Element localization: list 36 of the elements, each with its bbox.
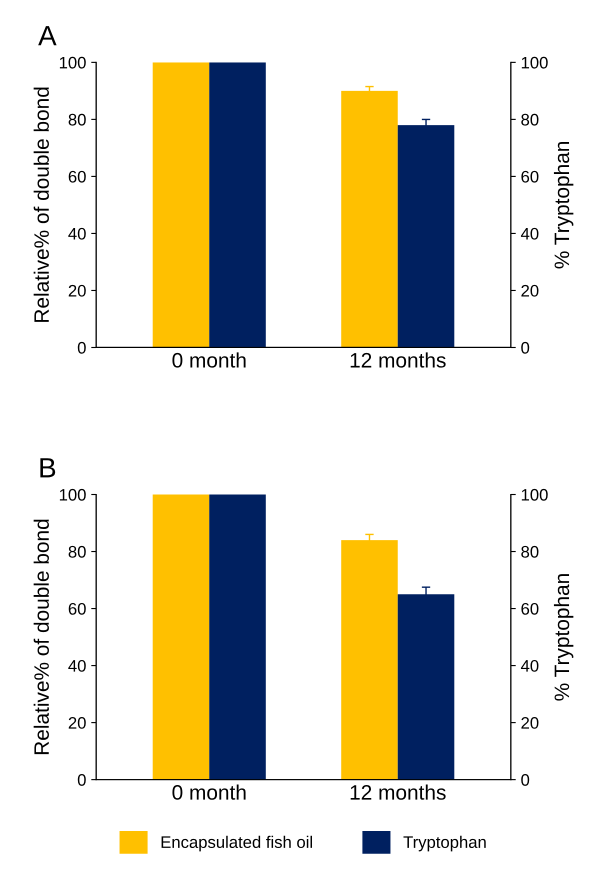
y-tick-label: 80 — [68, 114, 86, 126]
y-tick-label: 0 — [78, 774, 86, 786]
text: A — [38, 26, 57, 46]
y2-tick-label: 60 — [521, 170, 538, 183]
text: B — [40, 458, 56, 478]
y-tick-label: 60 — [68, 170, 86, 183]
y-tick-label: 80 — [68, 546, 86, 558]
y2-tick-label: 60 — [521, 602, 538, 615]
x-tick-label: 12 months — [350, 784, 446, 800]
y-axis-title: Relative% of double bond — [34, 520, 49, 754]
x-tick-label: 12 months — [350, 352, 446, 368]
y2-tick-label: 20 — [521, 284, 538, 297]
y-axis-title: Relative% of double bond — [34, 88, 49, 322]
legend-label: Tryptophan — [403, 836, 486, 852]
y-tick-label: 20 — [68, 717, 86, 729]
y2-tick-label: 100 — [522, 488, 548, 501]
legend-label: Encapsulated fish oil — [162, 836, 312, 852]
y-tick-label: 40 — [68, 660, 86, 672]
x-tick-label: 0 month — [172, 352, 246, 368]
y2-axis-title: % Tryptophan — [554, 574, 574, 701]
y2-tick-label: 40 — [520, 660, 538, 672]
y-tick-label: 100 — [60, 488, 86, 501]
y2-axis-title: % Tryptophan — [554, 142, 574, 268]
y2-tick-label: 100 — [522, 56, 548, 69]
y2-tick-label: 80 — [521, 546, 538, 558]
y2-tick-label: 0 — [521, 342, 530, 354]
y2-tick-label: 0 — [521, 774, 530, 786]
x-tick-label: 0 month — [172, 784, 246, 800]
y2-tick-label: 20 — [521, 717, 538, 729]
y-tick-label: 0 — [78, 342, 86, 354]
y-tick-label: 100 — [60, 56, 86, 69]
y-tick-label: 60 — [68, 602, 86, 615]
y-tick-label: 40 — [68, 228, 86, 240]
y-tick-label: 20 — [68, 284, 86, 297]
y2-tick-label: 40 — [520, 228, 538, 240]
y2-tick-label: 80 — [521, 114, 538, 126]
